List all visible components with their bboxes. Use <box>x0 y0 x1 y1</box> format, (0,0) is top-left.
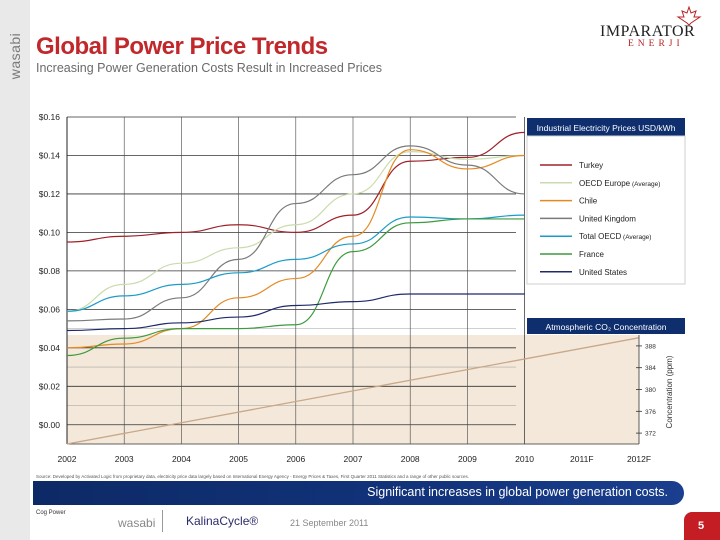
legend-label: Total OECD (Average) <box>579 232 651 241</box>
series-line-chile <box>66 149 525 349</box>
wasabi-footer-logo: wasabi <box>118 516 156 530</box>
summary-banner: Significant increases in global power ge… <box>33 481 684 505</box>
legend-label: OECD Europe (Average) <box>579 179 660 188</box>
legend-label: Turkey <box>579 161 603 170</box>
imparator-logo-sub: ENERJI <box>628 39 684 49</box>
x-tick-label: 2005 <box>229 454 248 464</box>
legend-label: Chile <box>579 197 598 206</box>
co2-tick-label: 388 <box>645 343 656 350</box>
co2-axis-label: Concentration (ppm) <box>665 355 674 428</box>
co2-line <box>66 337 640 445</box>
x-tick-label: 2008 <box>401 454 420 464</box>
co2-tick-label: 376 <box>645 409 656 416</box>
page-title: Global Power Price Trends <box>36 33 328 60</box>
legend-items: Turkey OECD Europe (Average) Chile United K… <box>540 161 660 277</box>
y-tick-label: $0.16 <box>39 112 61 122</box>
co2-tick-label: 384 <box>645 365 656 372</box>
x-tick-label: 2011F <box>570 454 593 464</box>
legend-label: United States <box>579 268 627 277</box>
x-tick-label: 2002 <box>58 454 77 464</box>
y-tick-label: $0.14 <box>39 150 61 160</box>
co2-axis: 372 376 380 384 388 <box>636 335 656 444</box>
page-subtitle: Increasing Power Generation Costs Result… <box>36 61 382 75</box>
x-tick-label: 2004 <box>172 454 191 464</box>
x-tick-label: 2006 <box>286 454 305 464</box>
x-tick-label: 2012F <box>627 454 651 464</box>
legend-title: Industrial Electricity Prices USD/kWh <box>537 123 676 133</box>
x-tick-labels: 2002 2003 2004 2005 2006 2007 2008 2009 2010 2011… <box>58 454 652 464</box>
series-line-united-kingdom <box>66 145 525 322</box>
y-tick-label: $0.10 <box>39 227 61 237</box>
cogpower-logo: Cog Power <box>36 510 66 516</box>
legend-box <box>526 135 686 285</box>
y-tick-label: $0.02 <box>39 381 61 391</box>
legend-header <box>527 118 685 136</box>
banner-text: Significant increases in global power ge… <box>367 485 668 499</box>
footer-date: 21 September 2011 <box>290 518 369 528</box>
price-series-lines <box>66 131 525 357</box>
legend-label: France <box>579 250 604 259</box>
x-tick-label: 2007 <box>344 454 363 464</box>
y-tick-labels: $0.16 $0.14 $0.12 $0.10 $0.08 $0.06 $0.04 $0.02… <box>39 112 61 430</box>
x-tick-label: 2003 <box>115 454 134 464</box>
x-tick-label: 2010 <box>515 454 534 464</box>
page-number: 5 <box>698 520 705 532</box>
imparator-logo-name: IMPARATOR <box>600 23 696 40</box>
y-tick-label: $0.08 <box>39 266 61 276</box>
series-line-united-states <box>66 293 525 332</box>
source-note: Source: Developed by Activated Logic fro… <box>36 474 470 479</box>
co2-series <box>66 337 640 445</box>
maple-leaf-icon <box>676 6 702 26</box>
co2-legend-title: Atmospheric CO₂ Concentration <box>546 322 667 332</box>
legend-label: United Kingdom <box>579 214 636 223</box>
y-tick-label: $0.00 <box>39 420 61 430</box>
series-line-oecd-europe <box>66 151 525 312</box>
x-tick-label: 2009 <box>458 454 477 464</box>
series-line-france <box>66 218 525 357</box>
co2-tick-label: 372 <box>645 431 656 438</box>
sidebar-strip <box>0 0 30 540</box>
series-line-total-oecd <box>66 214 525 312</box>
co2-legend-header <box>527 318 685 334</box>
page-number-tab <box>684 512 720 540</box>
y-tick-label: $0.12 <box>39 189 61 199</box>
chart-grid <box>67 116 639 445</box>
y-tick-label: $0.06 <box>39 304 61 314</box>
co2-tick-label: 380 <box>645 387 656 394</box>
kalinacycle-logo: KalinaCycle® <box>186 514 259 528</box>
y-tick-label: $0.04 <box>39 343 61 353</box>
footer-divider <box>162 510 163 532</box>
